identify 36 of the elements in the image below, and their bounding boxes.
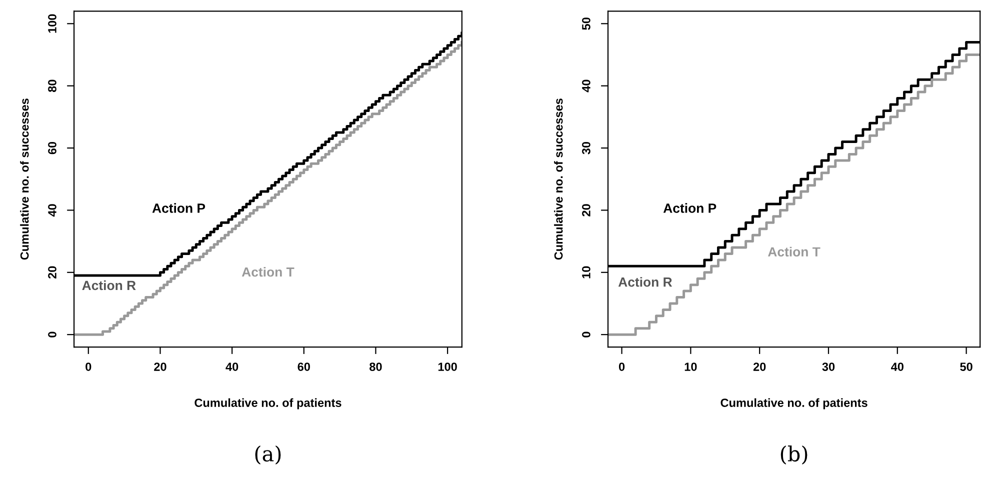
x-tick-label: 0 — [86, 362, 92, 371]
y-tick-label: 40 — [582, 80, 590, 92]
x-tick-label: 10 — [684, 362, 697, 371]
y-tick-label: 40 — [48, 204, 56, 217]
annotation: Action P — [152, 203, 206, 213]
x-tick-label: 20 — [154, 362, 166, 371]
y-tick-label: 80 — [48, 80, 56, 92]
y-tick-label: 10 — [582, 266, 590, 278]
y-tick-label: 100 — [48, 14, 56, 33]
x-tick-label: 60 — [298, 362, 310, 371]
y-tick-label: 60 — [48, 142, 56, 154]
x-tick-label: 80 — [370, 362, 382, 371]
annotation: Action R — [82, 280, 136, 290]
text: (b) — [780, 445, 808, 465]
y-tick-label: 0 — [582, 332, 590, 338]
annotation: Action P — [663, 203, 716, 213]
y-tick-label: 20 — [48, 266, 56, 279]
x-axis-title: Cumulative no. of patients — [720, 398, 868, 410]
y-tick-label: 30 — [582, 142, 590, 154]
x-tick-label: 20 — [753, 362, 766, 371]
annotation: Action T — [768, 246, 820, 257]
x-tick-label: 40 — [891, 362, 904, 371]
y-tick-label: 20 — [582, 204, 590, 216]
x-tick-label: 50 — [960, 362, 972, 371]
y-axis-title: Cumulative no. of successes — [554, 98, 563, 260]
x-tick-label: 100 — [438, 362, 457, 371]
x-tick-label: 0 — [618, 362, 625, 371]
y-axis-title: Cumulative no. of successes — [20, 98, 29, 260]
x-tick-label: 30 — [822, 362, 835, 371]
x-tick-label: 40 — [226, 362, 238, 371]
x-axis-title: Cumulative no. of patients — [194, 398, 342, 410]
annotation: Action R — [618, 277, 672, 287]
y-tick-label: 0 — [48, 332, 56, 338]
y-tick-label: 50 — [582, 18, 590, 30]
text: (a) — [255, 445, 281, 465]
annotation: Action T — [242, 266, 294, 277]
